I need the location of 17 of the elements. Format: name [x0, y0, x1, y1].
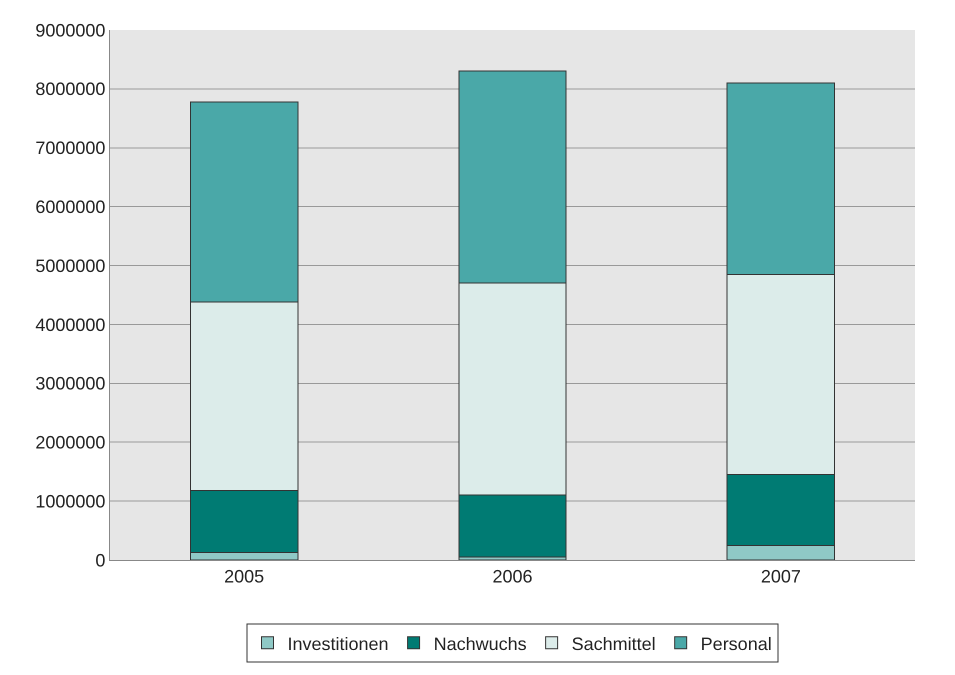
y-tick-label: 6000000 — [35, 196, 106, 217]
x-tick-label: 2005 — [224, 566, 264, 587]
y-tick-label: 2000000 — [35, 432, 106, 453]
y-tick-label: 1000000 — [35, 491, 106, 512]
legend-label: Investitionen — [288, 634, 389, 654]
y-tick-label: 8000000 — [35, 79, 106, 100]
y-tick-label: 3000000 — [35, 374, 106, 394]
x-tick-label: 2006 — [492, 566, 533, 587]
y-tick-label: 9000000 — [35, 20, 106, 40]
y-tick-label: 4000000 — [35, 314, 106, 335]
x-tick-label: 2007 — [760, 566, 801, 587]
legend-label: Sachmittel — [572, 634, 656, 654]
legend-label: Personal — [700, 634, 772, 654]
y-tick-label: 7000000 — [35, 138, 106, 158]
legend-label: Nachwuchs — [434, 634, 527, 654]
y-tick-label: 0 — [95, 550, 106, 570]
y-tick-label: 5000000 — [35, 256, 106, 276]
